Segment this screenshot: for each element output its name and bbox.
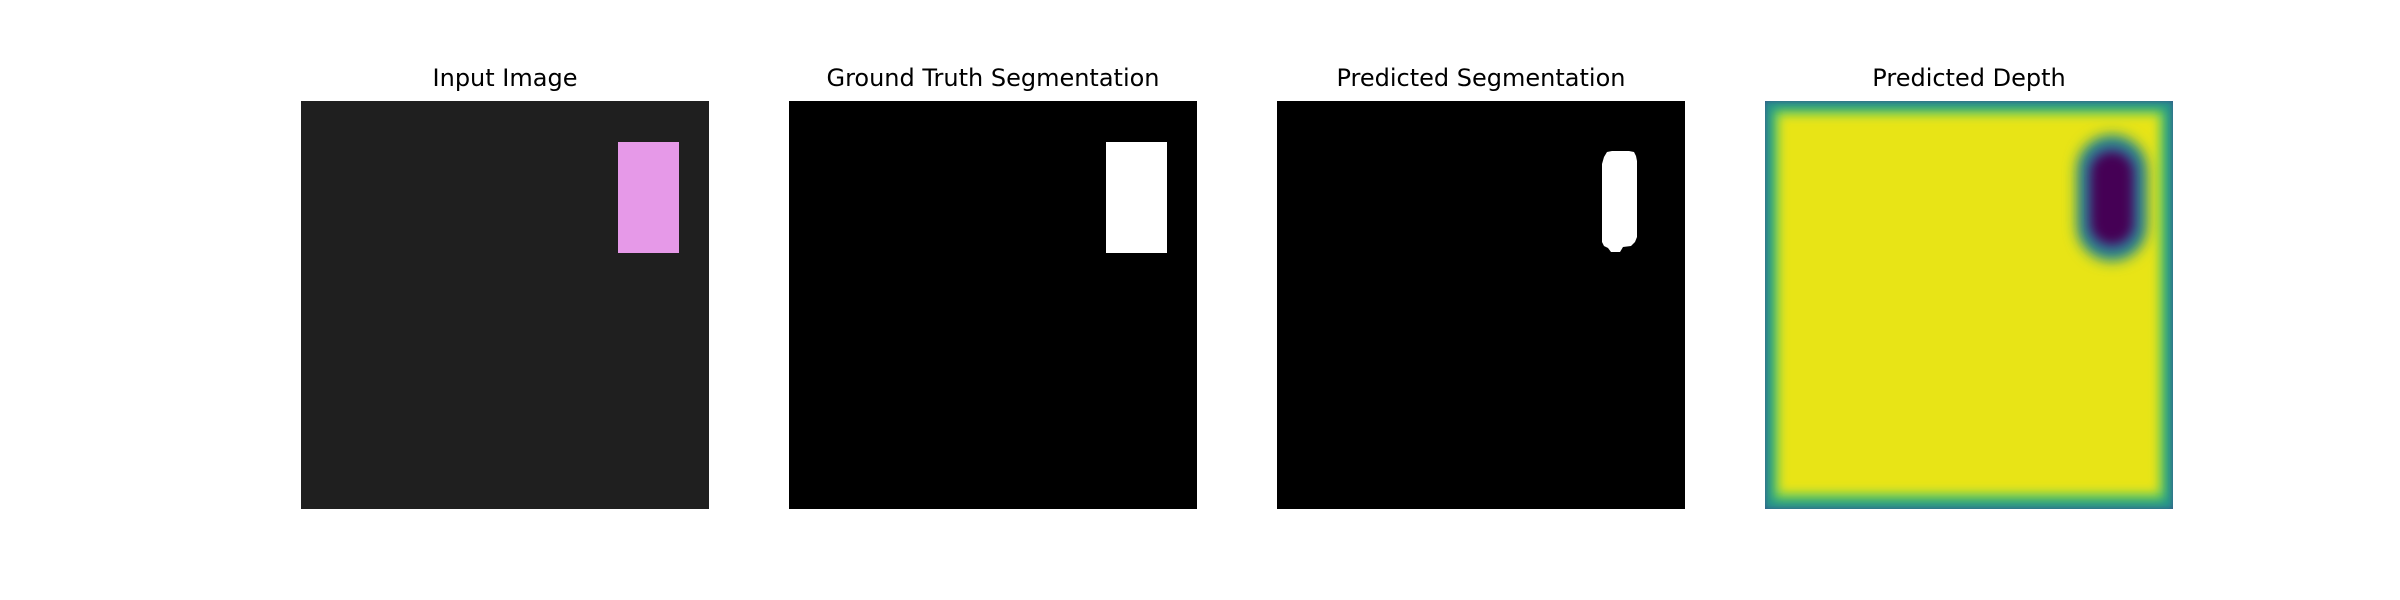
input-image-title: Input Image (432, 64, 578, 92)
predicted-depth-panel: Predicted Depth (1765, 0, 2173, 600)
predicted-segmentation-title: Predicted Segmentation (1336, 64, 1626, 92)
input-image (301, 101, 709, 509)
ground-truth-panel: Ground Truth Segmentation (789, 0, 1197, 600)
predicted-segmentation-blob (1602, 151, 1637, 252)
ground-truth-title: Ground Truth Segmentation (826, 64, 1160, 92)
predicted-depth-map (1765, 101, 2173, 509)
input-object-rectangle (618, 142, 679, 253)
ground-truth-mask (789, 101, 1197, 509)
predicted-segmentation-mask (1277, 101, 1685, 509)
input-image-panel: Input Image (301, 0, 709, 600)
ground-truth-object (1106, 142, 1167, 253)
predicted-segmentation-panel: Predicted Segmentation (1277, 0, 1685, 600)
predicted-depth-title: Predicted Depth (1872, 64, 2066, 92)
depth-blob-core (2092, 153, 2132, 243)
